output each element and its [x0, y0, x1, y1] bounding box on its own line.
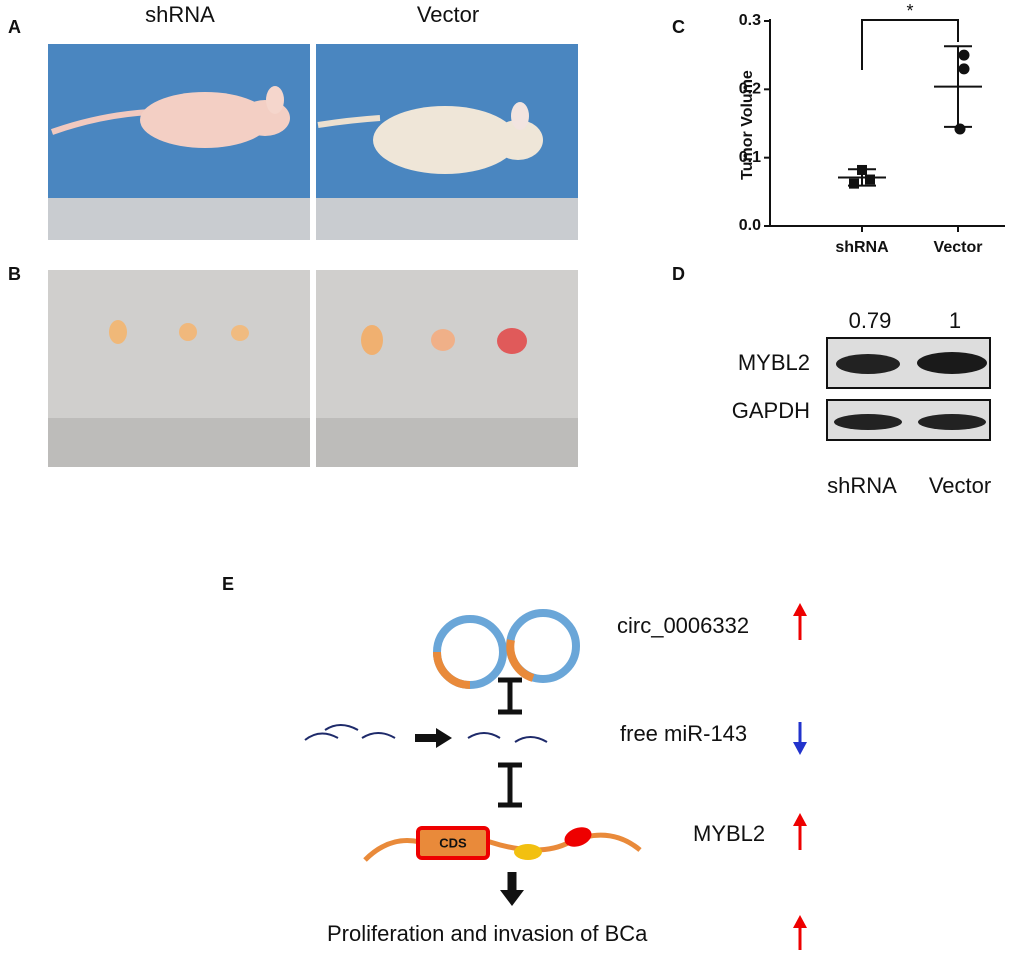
western-blot: 0.79 1 MYBL2 GAPDH shRNA Vector [732, 308, 991, 498]
row-label: MYBL2 [738, 350, 810, 375]
cds-label: CDS [439, 835, 467, 850]
lane-label: shRNA [827, 473, 897, 498]
ratio: 1 [949, 308, 961, 333]
panel-label: E [222, 574, 234, 594]
significance-label: * [906, 1, 913, 21]
diagram-label: circ_0006332 [617, 613, 749, 638]
data-point [857, 164, 867, 175]
data-point [958, 63, 970, 75]
panel-label: A [8, 17, 21, 37]
data-point [849, 178, 859, 189]
diagram-label: MYBL2 [693, 821, 765, 846]
diagram-label: free miR-143 [620, 721, 747, 746]
x-tick-label: shRNA [835, 239, 889, 256]
data-point [954, 123, 966, 135]
diagram-label: Proliferation and invasion of BCa [327, 921, 648, 946]
data-point [958, 49, 970, 61]
panel-label: C [672, 17, 685, 37]
panel-label: B [8, 264, 21, 284]
y-tick-label: 0.3 [739, 12, 761, 29]
y-tick-label: 0.1 [739, 149, 761, 166]
tumor-photo [48, 270, 310, 467]
y-axis-label: Tumor Volume [739, 70, 756, 180]
tumor-photo [316, 270, 578, 467]
photo-title: shRNA [145, 2, 215, 27]
chart: Tumor Volume * 0.0 0.1 0.2 0.3 shRNA Vector [739, 1, 1005, 256]
lane-label: Vector [929, 473, 991, 498]
mouse-photo [316, 44, 578, 240]
mouse-photo [48, 44, 310, 240]
photo-title: Vector [417, 2, 479, 27]
panel-label: D [672, 264, 685, 284]
y-tick-label: 0.2 [739, 81, 761, 98]
mechanism-diagram: circ_0006332 free miR-143 CDS MYBL2 Prol… [304, 603, 807, 950]
data-point [865, 174, 875, 185]
y-tick-label: 0.0 [739, 217, 761, 234]
x-tick-label: Vector [934, 239, 983, 256]
row-label: GAPDH [732, 398, 810, 423]
ratio: 0.79 [849, 308, 892, 333]
significance-bracket [861, 19, 959, 70]
